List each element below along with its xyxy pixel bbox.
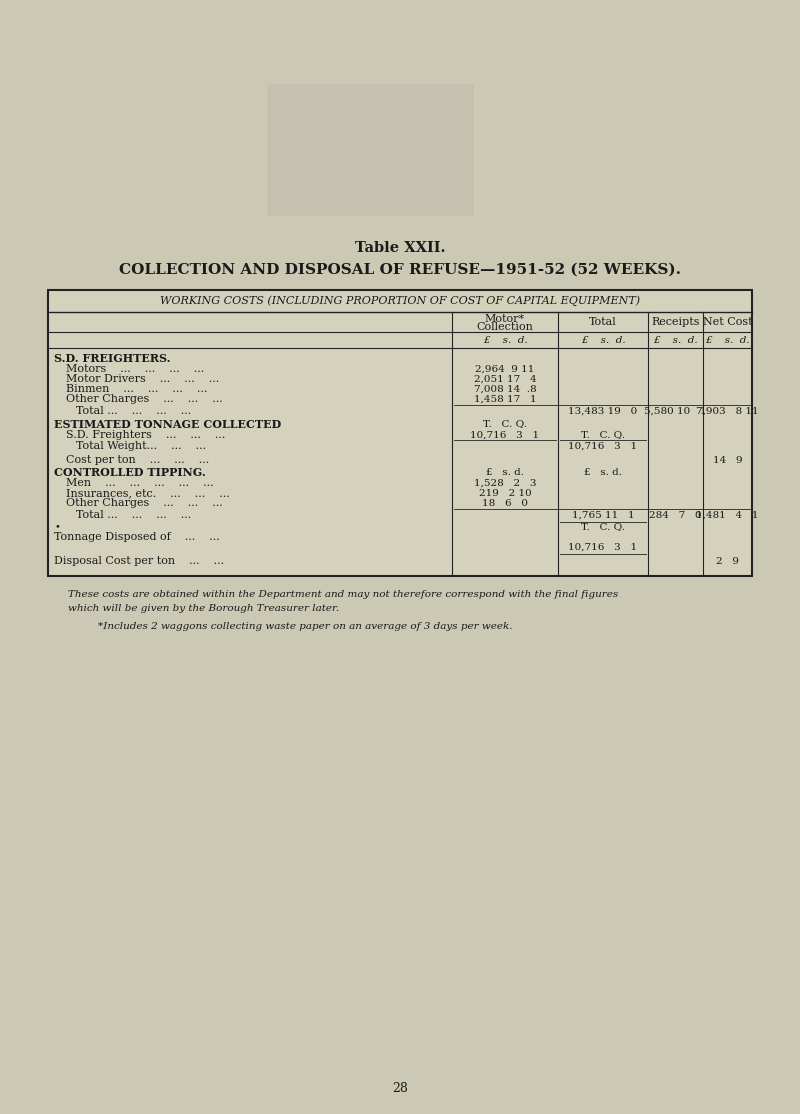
Bar: [48, 290, 752, 576]
Text: S.D. FREIGHTERS.: S.D. FREIGHTERS.: [54, 352, 170, 363]
Text: 284   7   0: 284 7 0: [649, 510, 702, 519]
Text: *Includes 2 waggons collecting waste paper on an average of 3 days per week.: *Includes 2 waggons collecting waste pap…: [98, 622, 513, 631]
Text: Total: Total: [589, 317, 617, 328]
Text: T.   C. Q.: T. C. Q.: [581, 430, 625, 440]
Text: Collection: Collection: [477, 322, 534, 332]
Text: £    s.  d.: £ s. d.: [653, 335, 698, 344]
Text: 2,051 17   4: 2,051 17 4: [474, 374, 536, 383]
Text: Total Weight...    ...    ...: Total Weight... ... ...: [76, 441, 206, 451]
Text: 7,903   8 11: 7,903 8 11: [696, 407, 759, 416]
Text: 18   6   0: 18 6 0: [482, 498, 528, 508]
Text: 10,716   3   1: 10,716 3 1: [470, 430, 539, 440]
Text: These costs are obtained within the Department and may not therefore correspond : These costs are obtained within the Depa…: [68, 589, 618, 598]
Text: Binmen    ...    ...    ...    ...: Binmen ... ... ... ...: [66, 384, 207, 394]
Text: 5,580 10   1: 5,580 10 1: [644, 407, 707, 416]
Text: 2   9: 2 9: [716, 557, 739, 566]
Text: £   s. d.: £ s. d.: [486, 468, 524, 477]
Text: Motor Drivers    ...    ...    ...: Motor Drivers ... ... ...: [66, 374, 219, 384]
Text: Other Charges    ...    ...    ...: Other Charges ... ... ...: [66, 498, 222, 508]
Text: 13,483 19   0: 13,483 19 0: [568, 407, 638, 416]
Text: •: •: [54, 522, 60, 531]
Text: CONTROLLED TIPPING.: CONTROLLED TIPPING.: [54, 467, 206, 478]
Text: T.   C. Q.: T. C. Q.: [483, 420, 527, 429]
Text: £   s. d.: £ s. d.: [584, 468, 622, 477]
Text: S.D. Freighters    ...    ...    ...: S.D. Freighters ... ... ...: [66, 430, 226, 440]
Text: £    s.  d.: £ s. d.: [705, 335, 750, 344]
Text: Total ...    ...    ...    ...: Total ... ... ... ...: [76, 405, 191, 416]
Text: Motors    ...    ...    ...    ...: Motors ... ... ... ...: [66, 364, 204, 374]
Text: T.   C. Q.: T. C. Q.: [581, 522, 625, 531]
Text: Men    ...    ...    ...    ...    ...: Men ... ... ... ... ...: [66, 478, 214, 488]
Bar: [268, 85, 473, 215]
Text: Insurances, etc.    ...    ...    ...: Insurances, etc. ... ... ...: [66, 488, 230, 498]
Text: Disposal Cost per ton    ...    ...: Disposal Cost per ton ... ...: [54, 556, 224, 566]
Text: Receipts: Receipts: [651, 317, 700, 328]
Text: Tonnage Disposed of    ...    ...: Tonnage Disposed of ... ...: [54, 532, 220, 543]
Text: 14   9: 14 9: [713, 456, 742, 465]
Text: 2,964  9 11: 2,964 9 11: [475, 364, 534, 373]
Text: 1,765 11   1: 1,765 11 1: [572, 510, 634, 519]
Text: WORKING COSTS (INCLUDING PROPORTION OF COST OF CAPITAL EQUIPMENT): WORKING COSTS (INCLUDING PROPORTION OF C…: [160, 295, 640, 306]
Text: 10,716   3   1: 10,716 3 1: [569, 441, 638, 450]
Text: 1,481   4   1: 1,481 4 1: [696, 510, 758, 519]
Text: Total ...    ...    ...    ...: Total ... ... ... ...: [76, 510, 191, 520]
Text: Motor*: Motor*: [485, 314, 525, 324]
Text: Other Charges    ...    ...    ...: Other Charges ... ... ...: [66, 394, 222, 404]
Text: £    s.  d.: £ s. d.: [482, 335, 527, 344]
Text: 28: 28: [392, 1082, 408, 1094]
Text: 219   2 10: 219 2 10: [478, 489, 531, 498]
Text: Net Cost: Net Cost: [702, 317, 752, 328]
Text: Table XXII.: Table XXII.: [354, 241, 446, 255]
Text: 10,716   3   1: 10,716 3 1: [569, 543, 638, 551]
Text: Cost per ton    ...    ...    ...: Cost per ton ... ... ...: [66, 455, 210, 465]
Text: 7,008 14  .8: 7,008 14 .8: [474, 384, 536, 393]
Text: 1,458 17   1: 1,458 17 1: [474, 394, 536, 403]
Text: which will be given by the Borough Treasurer later.: which will be given by the Borough Treas…: [68, 604, 339, 613]
Text: 1,528   2   3: 1,528 2 3: [474, 479, 536, 488]
Text: £    s.  d.: £ s. d.: [581, 335, 626, 344]
Text: ESTIMATED TONNAGE COLLECTED: ESTIMATED TONNAGE COLLECTED: [54, 419, 282, 430]
Text: COLLECTION AND DISPOSAL OF REFUSE—1951-52 (52 WEEKS).: COLLECTION AND DISPOSAL OF REFUSE—1951-5…: [119, 263, 681, 277]
